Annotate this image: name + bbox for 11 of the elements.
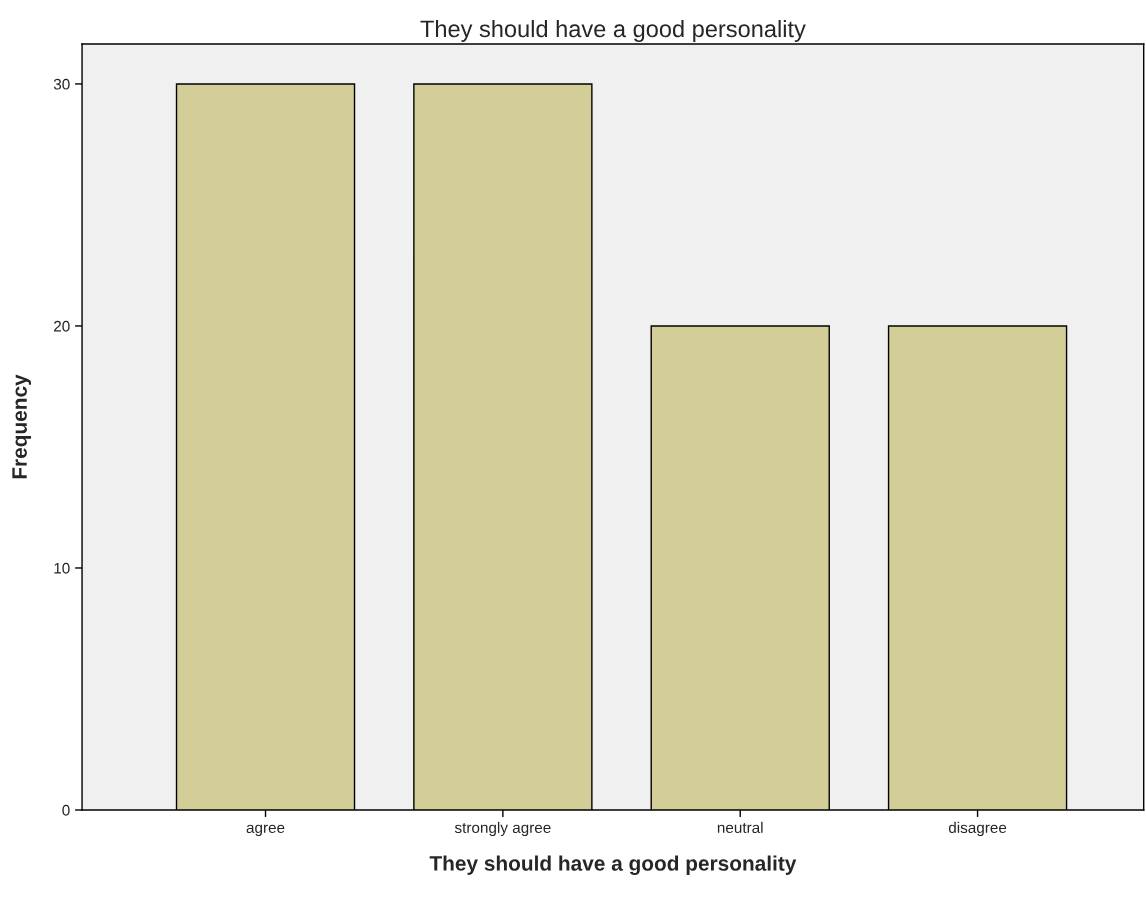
y-axis-title: Frequency: [12, 374, 32, 479]
x-tick-label: agree: [246, 824, 285, 837]
y-tick-label: 30: [53, 78, 70, 90]
x-tick-label: disagree: [948, 821, 1007, 837]
x-tick-label: strongly agree: [454, 821, 551, 837]
y-tick-label: 10: [54, 562, 70, 574]
chart-title: They should have a good personality: [420, 19, 806, 42]
x-tick-label: neutral: [717, 821, 763, 834]
x-axis-title: They should have a good personality: [429, 855, 797, 875]
y-tick-label: 0: [62, 804, 70, 816]
y-tick-label: 20: [54, 320, 70, 332]
